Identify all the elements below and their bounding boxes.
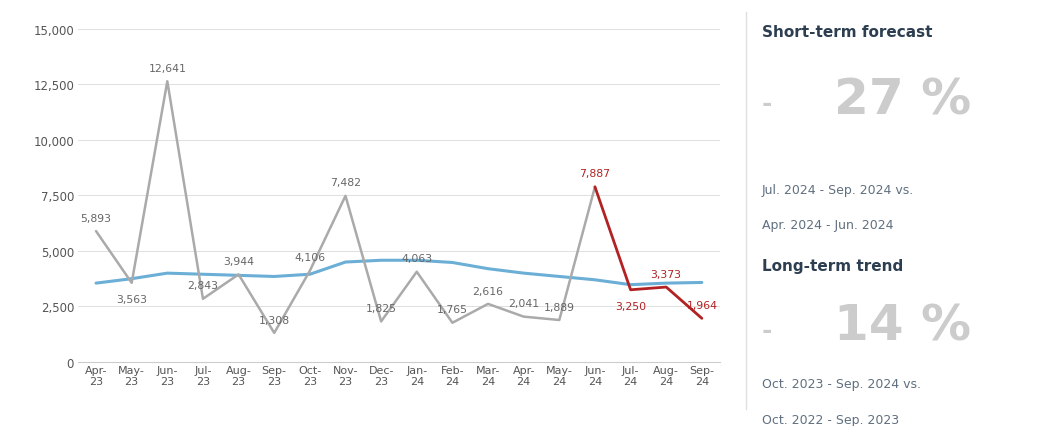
Text: 7,887: 7,887 bbox=[580, 169, 610, 179]
Text: 2,843: 2,843 bbox=[188, 281, 218, 291]
Text: 3,944: 3,944 bbox=[223, 256, 254, 266]
Text: 2,616: 2,616 bbox=[472, 286, 504, 296]
Text: 3,373: 3,373 bbox=[651, 269, 682, 279]
Text: 1,889: 1,889 bbox=[543, 302, 575, 312]
Text: 27 %: 27 % bbox=[833, 76, 971, 124]
Text: Short-term forecast: Short-term forecast bbox=[761, 25, 932, 40]
Text: 12,641: 12,641 bbox=[148, 64, 187, 74]
Text: 4,106: 4,106 bbox=[294, 253, 325, 263]
Text: -: - bbox=[761, 92, 772, 116]
Text: 1,308: 1,308 bbox=[259, 315, 290, 325]
Text: Long-term trend: Long-term trend bbox=[761, 259, 903, 273]
Text: 7,482: 7,482 bbox=[330, 178, 361, 188]
Text: 1,825: 1,825 bbox=[366, 303, 396, 314]
Text: 4,063: 4,063 bbox=[402, 254, 433, 264]
Text: Oct. 2023 - Sep. 2024 vs.: Oct. 2023 - Sep. 2024 vs. bbox=[761, 377, 921, 390]
Text: Jul. 2024 - Sep. 2024 vs.: Jul. 2024 - Sep. 2024 vs. bbox=[761, 183, 914, 196]
Text: 3,250: 3,250 bbox=[615, 301, 647, 311]
Text: 14 %: 14 % bbox=[833, 302, 971, 350]
Text: 1,765: 1,765 bbox=[437, 305, 468, 315]
Text: 2,041: 2,041 bbox=[508, 299, 539, 308]
Text: 5,893: 5,893 bbox=[80, 213, 112, 223]
Text: 1,964: 1,964 bbox=[686, 300, 718, 310]
Text: 3,563: 3,563 bbox=[116, 294, 147, 304]
Text: Oct. 2022 - Sep. 2023: Oct. 2022 - Sep. 2023 bbox=[761, 413, 899, 426]
Text: -: - bbox=[761, 318, 772, 342]
Text: Apr. 2024 - Jun. 2024: Apr. 2024 - Jun. 2024 bbox=[761, 219, 893, 232]
